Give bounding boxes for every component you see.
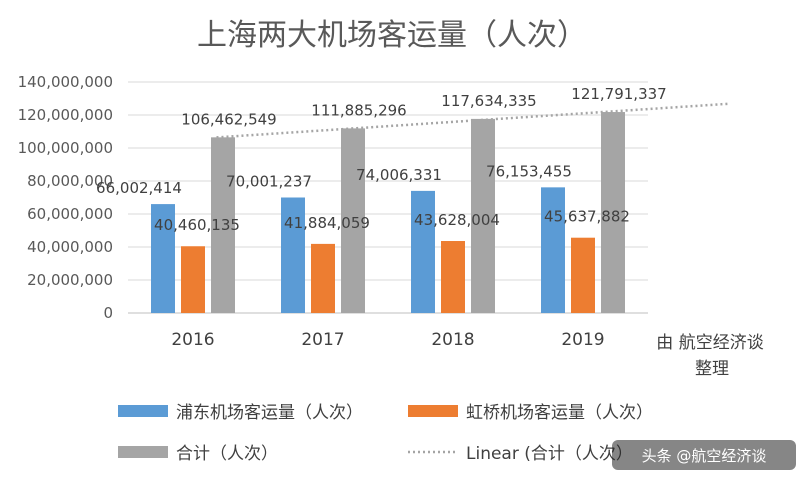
y-tick-label: 100,000,000 [18, 139, 113, 157]
watermark: 头条 @航空经济谈 [612, 440, 796, 470]
bar [571, 237, 595, 313]
data-label: 43,628,004 [414, 211, 500, 229]
bar [471, 118, 495, 313]
source-note-line-2: 整理 [695, 359, 729, 379]
data-label: 106,462,549 [181, 110, 276, 128]
x-tick-label: 2019 [561, 330, 604, 350]
y-tick-label: 140,000,000 [18, 73, 113, 91]
data-label: 66,002,414 [96, 179, 182, 197]
x-axis-ticks: 2016 2017 2018 2019 [171, 330, 604, 350]
legend-label-linear: Linear (合计（人次） [466, 444, 633, 464]
y-tick-label: 20,000,000 [27, 271, 113, 289]
data-label: 41,884,059 [284, 214, 370, 232]
data-label: 76,153,455 [486, 162, 572, 180]
watermark-text: 头条 @航空经济谈 [642, 447, 767, 465]
data-label: 74,006,331 [356, 166, 442, 184]
legend-swatch-total [118, 446, 168, 458]
bar [411, 190, 435, 313]
bar [441, 241, 465, 313]
chart-title: 上海两大机场客运量（人次） [197, 18, 587, 53]
bars [151, 112, 625, 313]
legend-swatch-hongqiao [408, 405, 458, 417]
legend: 浦东机场客运量（人次） 虹桥机场客运量（人次） 合计（人次） Linear (合… [118, 403, 653, 464]
x-tick-label: 2018 [431, 330, 474, 350]
bar [181, 246, 205, 313]
bar [541, 187, 565, 313]
bar [151, 204, 175, 313]
y-tick-label: 120,000,000 [18, 106, 113, 124]
x-tick-label: 2016 [171, 330, 214, 350]
data-labels: 66,002,414 40,460,135 106,462,549 70,001,23… [96, 85, 667, 234]
trendline-layer [216, 102, 731, 139]
bar [281, 197, 305, 313]
x-tick-label: 2017 [301, 330, 344, 350]
bar [311, 243, 335, 313]
y-tick-label: 0 [103, 304, 113, 322]
y-tick-label: 40,000,000 [27, 238, 113, 256]
source-note-line-1: 由 航空经济谈 [656, 333, 763, 353]
bar [341, 128, 365, 313]
y-axis-ticks: 0 20,000,000 40,000,000 60,000,000 80,000,00… [18, 73, 113, 322]
legend-swatch-pudong [118, 405, 168, 417]
bar [601, 112, 625, 313]
trendline [216, 102, 731, 139]
data-label: 117,634,335 [441, 92, 536, 110]
data-label: 70,001,237 [226, 172, 312, 190]
watermark-background [612, 440, 796, 470]
data-label: 121,791,337 [571, 85, 666, 103]
y-tick-label: 80,000,000 [27, 172, 113, 190]
data-label: 40,460,135 [154, 216, 240, 234]
data-label: 111,885,296 [311, 101, 406, 119]
legend-label-total: 合计（人次） [176, 444, 278, 464]
y-tick-label: 60,000,000 [27, 205, 113, 223]
bar [211, 137, 235, 313]
data-label: 45,637,882 [544, 208, 630, 226]
legend-label-hongqiao: 虹桥机场客运量（人次） [466, 403, 653, 423]
legend-label-pudong: 浦东机场客运量（人次） [176, 403, 363, 423]
